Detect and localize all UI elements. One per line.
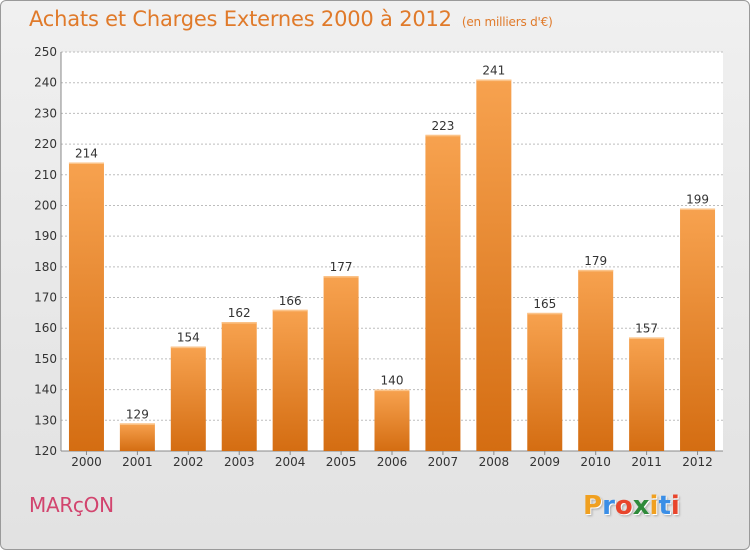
bar xyxy=(68,162,104,451)
y-tick-label: 150 xyxy=(34,352,57,366)
chart-title-text: Achats et Charges Externes 2000 à 2012 xyxy=(29,7,452,31)
bar-highlight xyxy=(680,208,716,211)
x-tick-label: 2002 xyxy=(173,455,204,469)
x-tick-label: 2009 xyxy=(529,455,560,469)
data-label: 179 xyxy=(584,254,607,268)
y-tick-label: 210 xyxy=(34,168,57,182)
bar xyxy=(119,423,155,451)
data-label: 214 xyxy=(75,146,98,160)
logo-letter: P xyxy=(583,491,603,521)
bar-highlight xyxy=(629,337,665,339)
data-label: 140 xyxy=(381,374,404,388)
x-tick-label: 2004 xyxy=(275,455,306,469)
bar-highlight xyxy=(221,322,257,324)
x-tick-label: 2008 xyxy=(479,455,510,469)
data-label: 154 xyxy=(177,331,200,345)
logo-letter: i xyxy=(670,491,680,521)
y-tick-label: 180 xyxy=(34,260,57,274)
y-tick-label: 130 xyxy=(34,413,57,427)
y-tick-label: 190 xyxy=(34,229,57,243)
y-tick-label: 220 xyxy=(34,137,57,151)
bar-highlight xyxy=(578,269,614,272)
y-tick-label: 240 xyxy=(34,76,57,90)
bar-highlight xyxy=(425,134,461,137)
y-tick-label: 200 xyxy=(34,198,57,212)
x-tick-label: 2012 xyxy=(682,455,713,469)
data-label: 165 xyxy=(533,297,556,311)
x-tick-label: 2000 xyxy=(71,455,102,469)
bar-highlight xyxy=(527,312,563,315)
bar xyxy=(527,312,563,451)
logo-letter: r xyxy=(602,491,615,521)
y-tick-label: 170 xyxy=(34,291,57,305)
data-label: 157 xyxy=(635,321,658,335)
x-tick-label: 2006 xyxy=(377,455,408,469)
data-label: 199 xyxy=(686,193,709,207)
bar-highlight xyxy=(170,346,206,349)
x-tick-label: 2005 xyxy=(326,455,357,469)
x-tick-label: 2007 xyxy=(428,455,459,469)
x-tick-label: 2001 xyxy=(122,455,153,469)
y-tick-label: 120 xyxy=(34,444,57,458)
bar xyxy=(170,346,206,451)
data-label: 241 xyxy=(482,64,505,78)
bar xyxy=(629,337,665,451)
bar xyxy=(680,208,716,451)
bar xyxy=(476,79,512,451)
data-label: 129 xyxy=(126,407,149,421)
y-tick-label: 140 xyxy=(34,383,57,397)
bar-highlight xyxy=(476,79,512,82)
data-label: 177 xyxy=(330,260,353,274)
bar xyxy=(425,134,461,451)
bar xyxy=(323,276,359,451)
y-tick-label: 230 xyxy=(34,106,57,120)
y-tick-label: 250 xyxy=(34,45,57,59)
bar xyxy=(272,309,308,451)
x-tick-label: 2010 xyxy=(580,455,611,469)
logo-letter: i xyxy=(649,491,659,521)
data-label: 223 xyxy=(431,119,454,133)
bar-highlight xyxy=(272,309,308,312)
logo-letter: o xyxy=(614,491,633,521)
y-tick-label: 160 xyxy=(34,321,57,335)
bar-highlight xyxy=(323,276,359,278)
bar xyxy=(221,322,257,451)
logo-letter: x xyxy=(632,491,650,521)
city-name: MARçON xyxy=(29,493,114,517)
bar-highlight xyxy=(374,389,410,392)
bar-highlight xyxy=(68,162,104,164)
bar-highlight xyxy=(119,423,155,425)
x-tick-label: 2003 xyxy=(224,455,255,469)
bar xyxy=(374,389,410,451)
bar xyxy=(578,269,614,451)
chart-unit: (en milliers d'€) xyxy=(461,15,553,29)
logo-letter: t xyxy=(658,491,671,521)
chart-title: Achats et Charges Externes 2000 à 2012 (e… xyxy=(29,7,553,31)
x-tick-label: 2011 xyxy=(631,455,662,469)
data-label: 162 xyxy=(228,306,251,320)
proxiti-logo: Proxiti xyxy=(583,491,680,521)
data-label: 166 xyxy=(279,294,302,308)
